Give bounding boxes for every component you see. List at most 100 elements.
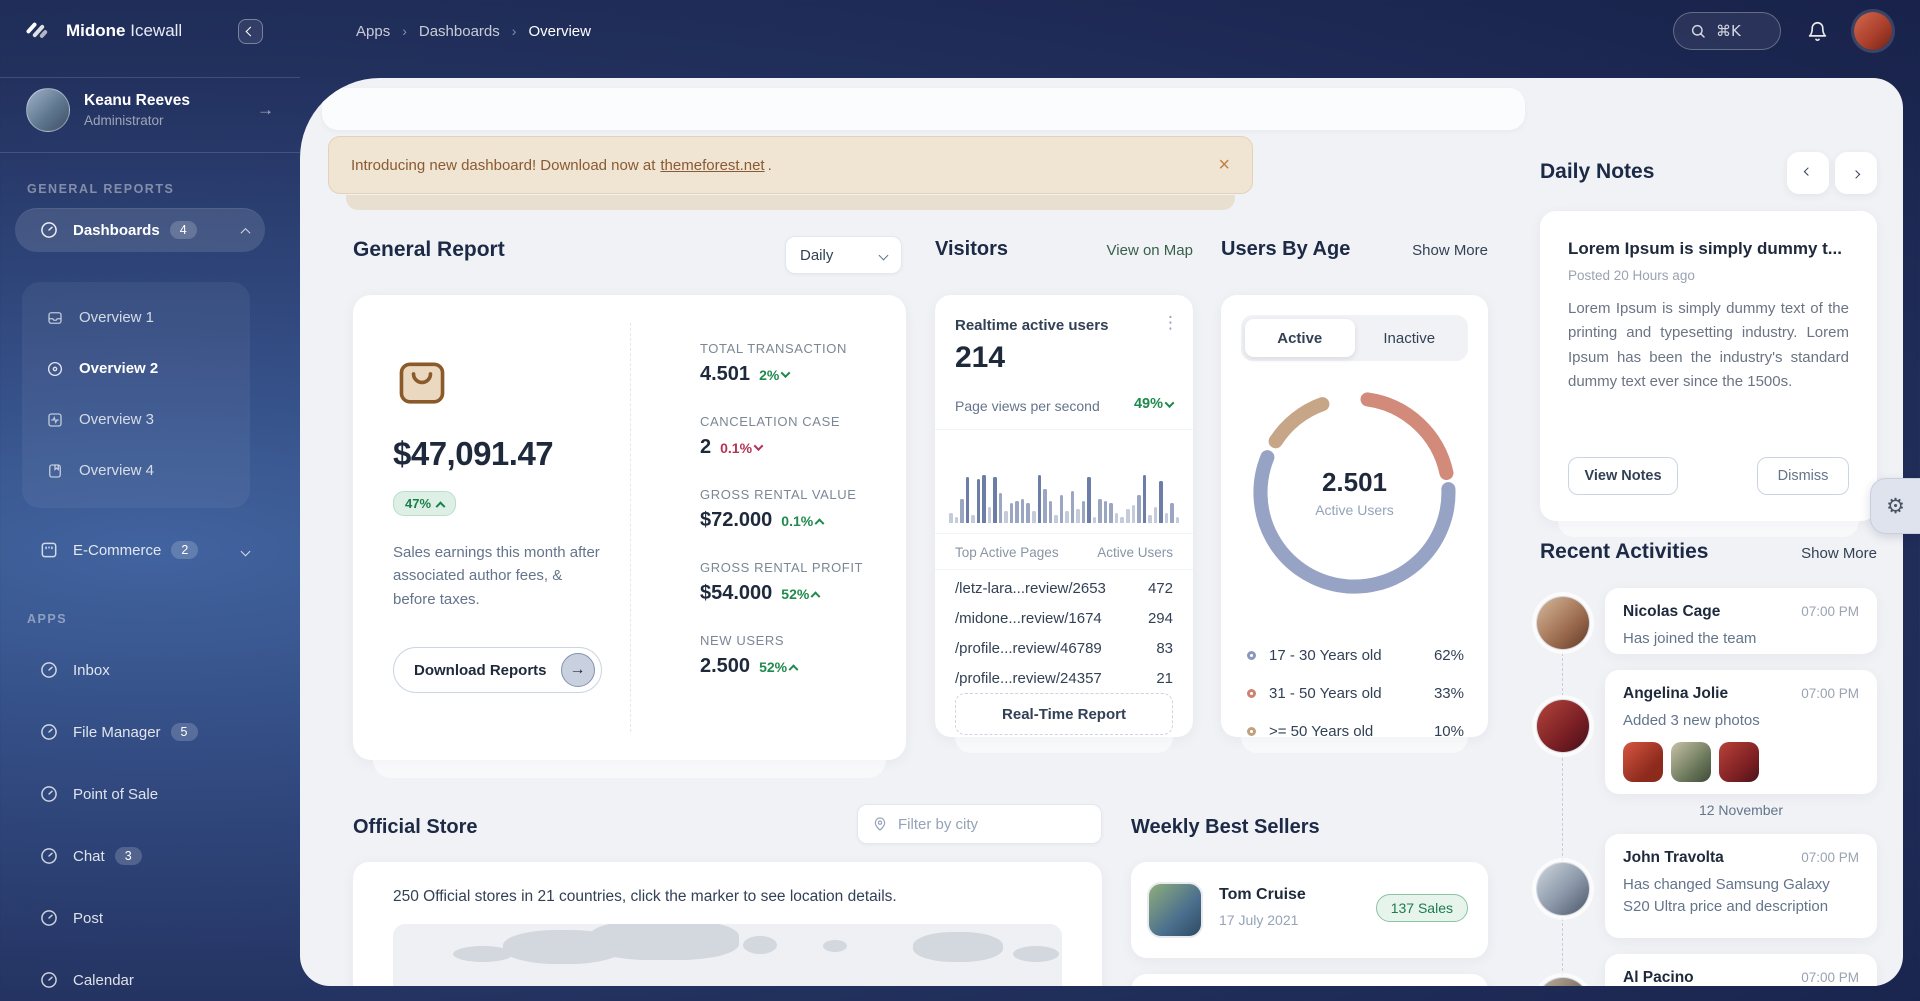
stat-gross-rental-profit: GROSS RENTAL PROFIT $54.000 52% (700, 560, 863, 605)
themeforest-link[interactable]: themeforest.net (660, 156, 765, 174)
sidebar-item-overview-4[interactable]: Overview 4 (22, 445, 250, 496)
map-landmass (589, 924, 739, 960)
divider (0, 77, 300, 78)
photo-thumbnail[interactable] (1719, 741, 1759, 782)
view-notes-button[interactable]: View Notes (1568, 457, 1678, 495)
visitor-bar (1153, 507, 1158, 523)
table-row[interactable]: /profile...review/24357 21 (955, 670, 1173, 687)
activity-item[interactable]: John Travolta 07:00 PM Has changed Samsun… (1605, 834, 1877, 938)
sidebar-item-dashboards[interactable]: Dashboards 4 (15, 208, 265, 252)
breadcrumb-separator: › (511, 23, 517, 39)
shopping-bag-icon (399, 362, 445, 404)
sidebar-item-overview-1[interactable]: Overview 1 (22, 292, 250, 343)
search-icon (1691, 24, 1705, 38)
visitor-bar (1043, 489, 1047, 523)
sidebar-item-chat[interactable]: Chat 3 (15, 834, 265, 878)
activity-icon (48, 412, 62, 427)
photo-thumbnail[interactable] (1623, 741, 1663, 782)
dismiss-button[interactable]: Dismiss (1757, 457, 1849, 495)
best-seller-card[interactable]: Tom Cruise 17 July 2021 137 Sales (1131, 862, 1488, 958)
legend-value: 62% (1433, 647, 1464, 664)
breadcrumb-apps[interactable]: Apps (356, 22, 391, 40)
dashboards-badge: 4 (169, 221, 197, 239)
view-on-map-link[interactable]: View on Map (1106, 242, 1193, 259)
gauge-icon (41, 972, 57, 988)
world-map[interactable] (393, 924, 1062, 986)
best-seller-card-next[interactable] (1131, 974, 1488, 986)
period-select[interactable]: Daily (785, 236, 902, 274)
sidebar-item-post[interactable]: Post (15, 896, 265, 940)
kebab-menu-icon[interactable]: ⋮ (1162, 313, 1179, 333)
sidebar-user[interactable]: Keanu Reeves Administrator → (26, 86, 274, 134)
sidebar-item-inbox[interactable]: Inbox (15, 648, 265, 692)
user-role: Administrator (84, 113, 164, 128)
sidebar-item-label: Inbox (73, 661, 110, 679)
card-stack-effect (1558, 521, 1859, 537)
arrow-right-icon[interactable]: → (257, 100, 274, 119)
sidebar-item-file-manager[interactable]: File Manager 5 (15, 710, 265, 754)
settings-button[interactable]: ⚙ (1870, 478, 1920, 534)
breadcrumb: Apps › Dashboards › Overview (356, 23, 591, 40)
legend-label: 17 - 30 Years old (1269, 647, 1382, 664)
activity-avatar-al (1537, 978, 1589, 986)
activity-item[interactable]: Al Pacino 07:00 PM (1605, 954, 1877, 986)
notes-prev-button[interactable] (1787, 152, 1829, 194)
page-path: /profile...review/46789 (955, 640, 1102, 657)
stat-delta: 52% (759, 659, 799, 675)
brand-name-bold: Midone (66, 21, 126, 40)
brand-logo-row[interactable]: Midone Icewall (0, 0, 300, 62)
search-button[interactable]: ⌘K (1673, 12, 1781, 50)
chevron-up-icon (435, 501, 446, 512)
divider (0, 152, 300, 153)
sidebar-item-overview-2[interactable]: Overview 2 (22, 343, 250, 394)
best-sellers-title: Weekly Best Sellers (1131, 816, 1320, 838)
note-body: Lorem Ipsum is simply dummy text of the … (1568, 300, 1849, 390)
dashboards-submenu: Overview 1 Overview 2 Overview 3 Overvie… (22, 282, 250, 508)
tab-inactive[interactable]: Inactive (1383, 329, 1436, 347)
sidebar-item-label: Overview 3 (79, 411, 155, 428)
breadcrumb-dashboards[interactable]: Dashboards (418, 22, 500, 40)
divider (935, 569, 1193, 570)
page-views-delta[interactable]: 49% (1134, 396, 1175, 412)
table-row[interactable]: /profile...review/46789 83 (955, 640, 1173, 657)
visitor-bar (1065, 511, 1069, 523)
breadcrumb-overview[interactable]: Overview (528, 22, 591, 40)
photo-thumbnail[interactable] (1671, 741, 1711, 782)
inbox-icon (48, 311, 62, 324)
visitor-bar (1059, 495, 1064, 523)
activities-show-more-link[interactable]: Show More (1801, 545, 1877, 562)
stat-total-transaction: TOTAL TRANSACTION 4.501 2% (700, 341, 863, 386)
sidebar-item-calendar[interactable]: Calendar (15, 958, 265, 1001)
activity-item[interactable]: Nicolas Cage 07:00 PM Has joined the team (1605, 588, 1877, 654)
activity-avatar-angelina (1537, 700, 1589, 752)
sidebar-item-label: Overview 2 (79, 360, 159, 377)
active-inactive-toggle: Active Inactive (1241, 315, 1468, 361)
download-reports-button[interactable]: Download Reports → (393, 647, 602, 693)
profile-avatar[interactable] (1854, 12, 1892, 50)
stat-value: $54.000 (700, 582, 773, 604)
table-row[interactable]: /letz-lara...review/2653 472 (955, 580, 1173, 597)
stat-label: GROSS RENTAL PROFIT (700, 560, 864, 575)
card-stack-effect (1241, 737, 1468, 753)
table-row[interactable]: /midone...review/1674 294 (955, 610, 1173, 627)
bell-icon[interactable] (1807, 21, 1828, 42)
page-views-bar-chart (949, 437, 1180, 523)
sidebar-item-label: Dashboards (73, 221, 160, 239)
filter-by-city-field[interactable] (857, 804, 1102, 844)
chevron-down-icon (753, 441, 764, 452)
sidebar-item-point-of-sale[interactable]: Point of Sale (15, 772, 265, 816)
activity-item[interactable]: Angelina Jolie 07:00 PM Added 3 new photo… (1605, 670, 1877, 794)
visitor-bar (1159, 481, 1163, 523)
chevron-up-icon (810, 591, 821, 602)
notes-next-button[interactable] (1835, 152, 1877, 194)
filter-by-city-input[interactable] (898, 815, 1058, 833)
tab-active[interactable]: Active (1245, 319, 1355, 357)
close-icon[interactable]: × (1218, 154, 1230, 176)
visitor-bar (954, 517, 959, 523)
sidebar-item-ecommerce[interactable]: E-Commerce 2 (15, 528, 265, 572)
sidebar-collapse-button[interactable] (238, 19, 263, 44)
visitor-bar (1114, 513, 1119, 523)
real-time-report-button[interactable]: Real-Time Report (955, 693, 1173, 735)
sidebar-item-overview-3[interactable]: Overview 3 (22, 394, 250, 445)
users-show-more-link[interactable]: Show More (1412, 242, 1488, 259)
